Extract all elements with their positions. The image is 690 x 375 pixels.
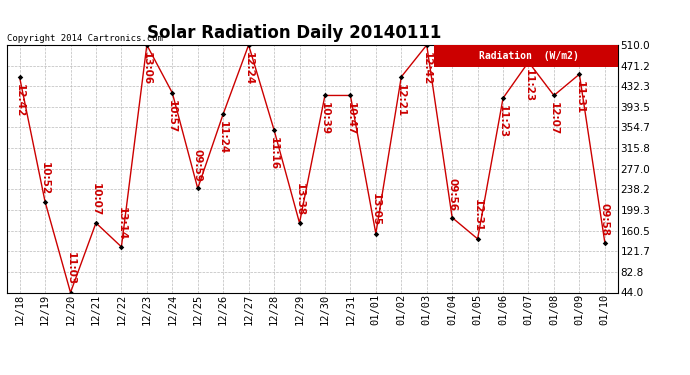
Point (574, 71, 585, 77)
Text: 09:58: 09:58 (600, 202, 610, 236)
Point (319, 93, 331, 99)
Text: 12:42: 12:42 (14, 84, 25, 118)
Title: Solar Radiation Daily 20140111: Solar Radiation Daily 20140111 (147, 24, 441, 42)
Text: 11:31: 11:31 (574, 81, 584, 114)
Text: 13:38: 13:38 (295, 183, 304, 216)
Text: 12:42: 12:42 (422, 52, 432, 85)
Text: 11:23: 11:23 (524, 69, 533, 102)
Point (600, 240, 611, 246)
Point (472, 236, 483, 242)
Text: Radiation  (W/m2): Radiation (W/m2) (479, 51, 579, 61)
Point (65, 290, 76, 296)
Point (371, 231, 382, 237)
Text: 10:39: 10:39 (320, 102, 330, 135)
Text: 13:06: 13:06 (142, 52, 152, 85)
Point (243, 42, 254, 48)
Text: 13:05: 13:05 (371, 194, 381, 226)
Text: 10:57: 10:57 (167, 100, 177, 133)
Point (549, 93, 560, 99)
Text: 12:07: 12:07 (549, 102, 559, 136)
Point (116, 244, 127, 250)
Point (294, 220, 305, 226)
Point (497, 95, 509, 101)
Point (523, 59, 534, 65)
Point (39, 199, 50, 205)
Point (446, 214, 457, 220)
Text: 11:24: 11:24 (218, 121, 228, 154)
Text: 10:07: 10:07 (91, 183, 101, 216)
Text: 12:31: 12:31 (473, 199, 482, 232)
Text: 13:14: 13:14 (117, 207, 126, 240)
Point (268, 127, 279, 133)
Point (141, 42, 152, 48)
Point (421, 42, 432, 48)
Point (90, 220, 101, 226)
Point (345, 93, 356, 99)
Text: 11:23: 11:23 (498, 105, 508, 138)
Text: 11:03: 11:03 (66, 252, 75, 285)
Text: 09:59: 09:59 (193, 148, 203, 182)
Text: 09:56: 09:56 (447, 178, 457, 211)
Point (167, 90, 178, 96)
Point (14, 74, 25, 80)
Text: 11:16: 11:16 (269, 137, 279, 170)
Text: 12:24: 12:24 (244, 52, 254, 85)
Text: 10:47: 10:47 (346, 102, 355, 136)
Text: Copyright 2014 Cartronics.com: Copyright 2014 Cartronics.com (7, 33, 163, 42)
Point (217, 111, 228, 117)
Text: 12:21: 12:21 (396, 84, 406, 117)
Point (396, 74, 407, 80)
Text: 10:52: 10:52 (40, 162, 50, 195)
FancyBboxPatch shape (435, 45, 618, 67)
Point (193, 185, 204, 191)
